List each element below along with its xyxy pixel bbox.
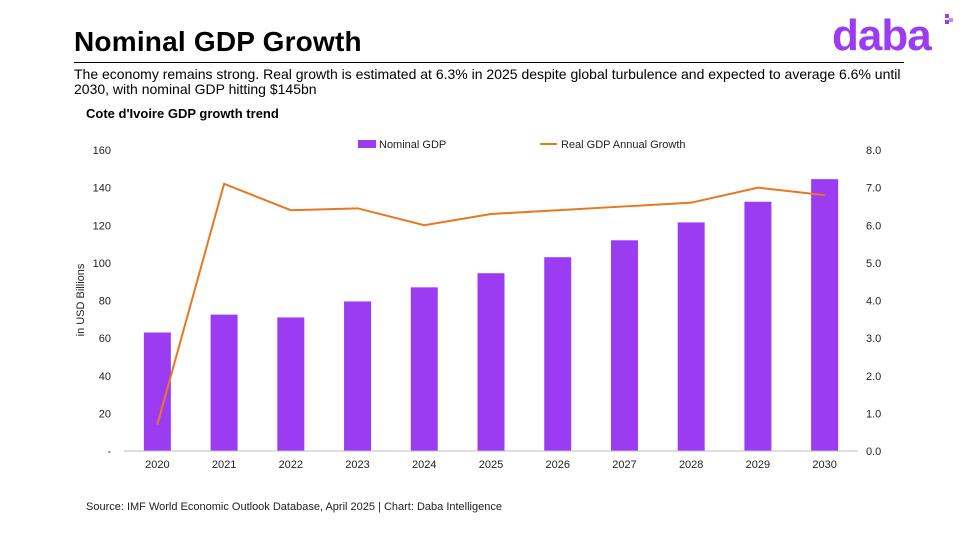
y2-tick-label: 1.0 bbox=[866, 408, 881, 420]
y-tick-label: - bbox=[107, 446, 111, 458]
legend-label-nominal-gdp: Nominal GDP bbox=[379, 139, 446, 151]
x-tick-label: 2027 bbox=[612, 459, 636, 471]
legend-label-real-growth: Real GDP Annual Growth bbox=[561, 139, 686, 151]
bar-2024 bbox=[410, 287, 438, 451]
legend: Nominal GDP Real GDP Annual Growth bbox=[358, 139, 686, 151]
y2-tick-label: 0.0 bbox=[866, 446, 881, 458]
x-tick-label: 2021 bbox=[212, 459, 236, 471]
bar-2027 bbox=[610, 240, 638, 451]
logo-text: daba bbox=[832, 11, 932, 60]
y-tick-label: 100 bbox=[93, 258, 111, 270]
y-tick-label: 60 bbox=[99, 333, 111, 345]
y2-tick-label: 5.0 bbox=[866, 258, 881, 270]
y-tick-label: 80 bbox=[99, 296, 111, 308]
bar-2021 bbox=[210, 314, 238, 451]
bar-2030 bbox=[811, 179, 839, 452]
y2-tick-label: 2.0 bbox=[866, 371, 881, 383]
y-tick-label: 20 bbox=[99, 408, 111, 420]
y2-tick-label: 6.0 bbox=[866, 220, 881, 232]
logo-sparkle-icon bbox=[945, 14, 953, 24]
y-tick-label: 140 bbox=[93, 183, 111, 195]
growth-line bbox=[156, 182, 825, 425]
x-tick-label: 2026 bbox=[545, 459, 569, 471]
x-tick-label: 2022 bbox=[279, 459, 303, 471]
legend-swatch-nominal-gdp bbox=[358, 140, 376, 148]
x-tick-label: 2025 bbox=[479, 459, 503, 471]
y-tick-label: 160 bbox=[93, 145, 111, 157]
x-tick-label: 2030 bbox=[812, 459, 836, 471]
x-tick-label: 2020 bbox=[145, 459, 169, 471]
page-subtitle: The economy remains strong. Real growth … bbox=[74, 66, 901, 97]
bar-2022 bbox=[277, 317, 305, 451]
left-axis-ticks: - 20 40 60 80 100 120 140 160 bbox=[93, 145, 112, 458]
bar-2023 bbox=[344, 301, 372, 451]
chart-title: Cote d'Ivoire GDP growth trend bbox=[86, 106, 279, 121]
x-axis-ticks: 2020 2021 2022 2023 2024 2025 2026 2027 2028 2029… bbox=[145, 459, 837, 471]
daba-logo: daba bbox=[832, 14, 962, 64]
bar-2028 bbox=[677, 222, 705, 451]
x-tick-label: 2024 bbox=[412, 459, 436, 471]
page-title: Nominal GDP Growth bbox=[74, 26, 362, 57]
right-axis-ticks: 0.0 1.0 2.0 3.0 4.0 5.0 6.0 7.0 8.0 bbox=[866, 145, 881, 458]
bar-series bbox=[143, 179, 839, 452]
title-divider bbox=[74, 62, 904, 63]
bar-2025 bbox=[477, 273, 505, 451]
y-axis-label: in USD Billions bbox=[75, 263, 87, 336]
y2-tick-label: 4.0 bbox=[866, 296, 881, 308]
y2-tick-label: 7.0 bbox=[866, 183, 881, 195]
y-tick-label: 120 bbox=[93, 220, 111, 232]
y2-tick-label: 8.0 bbox=[866, 145, 881, 157]
source-note: Source: IMF World Economic Outlook Datab… bbox=[86, 501, 502, 513]
y-tick-label: 40 bbox=[99, 371, 111, 383]
bar-2026 bbox=[544, 257, 572, 451]
x-tick-label: 2029 bbox=[746, 459, 770, 471]
bar-2029 bbox=[744, 201, 772, 451]
x-tick-label: 2023 bbox=[345, 459, 369, 471]
x-tick-label: 2028 bbox=[679, 459, 703, 471]
y2-tick-label: 3.0 bbox=[866, 333, 881, 345]
